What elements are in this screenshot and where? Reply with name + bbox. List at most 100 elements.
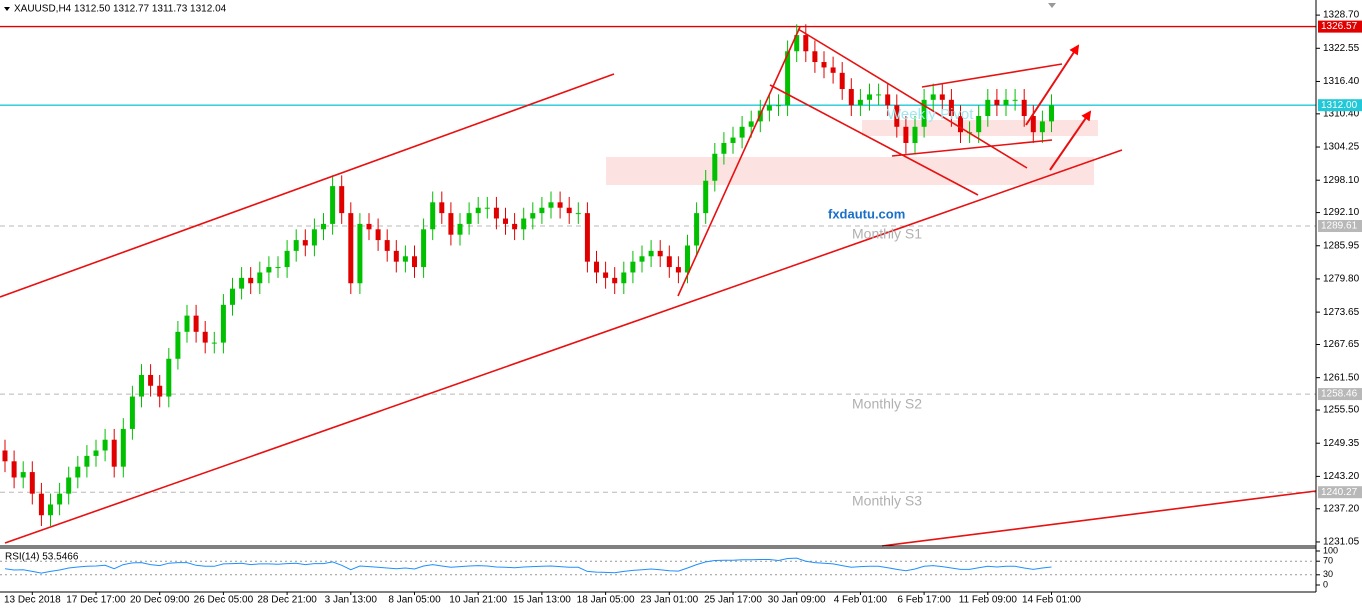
- y-tick-label: 1322.55: [1323, 43, 1360, 54]
- candle-body: [220, 304, 226, 343]
- y-tick-label: 1261.50: [1323, 372, 1360, 383]
- candle-body: [211, 342, 217, 344]
- level-label: 1289.61: [1321, 221, 1358, 232]
- level-tag: [1318, 486, 1362, 499]
- candle-body: [430, 202, 436, 230]
- x-tick-label: 3 Jan 13:00: [325, 595, 378, 606]
- monthly-s2-label: Monthly S2: [852, 396, 922, 412]
- candle-body: [766, 105, 772, 111]
- x-tick-label: 10 Jan 21:00: [449, 595, 507, 606]
- candle-body: [357, 223, 363, 284]
- candle-body: [985, 99, 991, 116]
- candle-body: [785, 51, 791, 106]
- candle-body: [239, 277, 245, 289]
- arrow: [1025, 44, 1080, 126]
- x-tick-label: 6 Feb 17:00: [897, 595, 951, 606]
- y-tick-label: 1255.50: [1323, 405, 1360, 416]
- candle-body: [375, 229, 381, 241]
- candle-body: [948, 99, 954, 116]
- shift-marker: [1048, 3, 1056, 8]
- candle-body: [102, 439, 108, 451]
- candle-body: [293, 240, 299, 251]
- candle-body: [266, 267, 272, 273]
- level-label: 1312.00: [1321, 100, 1358, 111]
- y-tick-label: 1231.05: [1323, 537, 1360, 548]
- candle-body: [748, 121, 754, 127]
- trend-line: [677, 26, 801, 297]
- candle-body: [166, 358, 172, 397]
- y-tick-label: 1285.95: [1323, 240, 1360, 251]
- candle-body: [393, 250, 399, 262]
- symbol-header: XAUUSD,H4 1312.50 1312.77 1311.73 1312.0…: [14, 4, 227, 15]
- level-tag: [1318, 20, 1362, 33]
- candle-body: [712, 153, 718, 181]
- candle-body: [548, 202, 554, 208]
- candle-body: [903, 126, 909, 143]
- candle-body: [557, 202, 563, 208]
- x-tick-label: 25 Jan 17:00: [704, 595, 762, 606]
- candle-body: [794, 35, 800, 52]
- candle-body: [230, 288, 235, 305]
- rsi-tick-label: 100: [1323, 545, 1338, 555]
- candle-body: [330, 186, 336, 224]
- candle-body: [1039, 121, 1045, 133]
- zone: [606, 157, 1094, 185]
- candle-body: [148, 374, 154, 386]
- y-tick-label: 1292.10: [1323, 207, 1360, 218]
- candle-body: [193, 315, 199, 332]
- trend-line: [881, 490, 1317, 547]
- candle-body: [111, 439, 117, 467]
- candle-body: [721, 142, 727, 154]
- candle-body: [803, 35, 809, 52]
- candle-body: [157, 385, 163, 397]
- candle-body: [1012, 99, 1018, 101]
- level-tag: [1318, 388, 1362, 401]
- candle-body: [475, 207, 481, 214]
- candle-body: [848, 89, 854, 106]
- rsi-tick-label: 30: [1323, 569, 1333, 579]
- candle-body: [2, 450, 8, 462]
- candle-body: [11, 461, 17, 478]
- x-tick-label: 17 Dec 17:00: [66, 595, 126, 606]
- candle-body: [175, 331, 181, 359]
- y-tick-label: 1304.25: [1323, 142, 1360, 153]
- candle-body: [584, 213, 590, 262]
- candle-body: [521, 218, 527, 230]
- candle-body: [302, 240, 308, 246]
- candle-body: [439, 202, 445, 214]
- trend-line: [797, 28, 1028, 169]
- y-tick-label: 1298.10: [1323, 175, 1360, 186]
- candle-body: [857, 99, 863, 106]
- candle-body: [894, 105, 900, 127]
- candle-body: [66, 477, 72, 494]
- candle-body: [976, 115, 982, 133]
- rsi-line: [4, 557, 1052, 574]
- x-tick-label: 26 Dec 05:00: [194, 595, 254, 606]
- candle-body: [93, 450, 99, 456]
- candle-body: [75, 466, 81, 478]
- x-tick-label: 18 Jan 05:00: [577, 595, 635, 606]
- candle-body: [885, 94, 891, 106]
- level-label: 1258.46: [1321, 389, 1358, 400]
- candle-body: [1003, 99, 1009, 106]
- y-tick-label: 1249.35: [1323, 438, 1360, 449]
- candle-body: [20, 472, 26, 478]
- candle-body: [939, 94, 945, 100]
- y-tick-label: 1273.65: [1323, 307, 1360, 318]
- candle-body: [493, 207, 499, 219]
- candle-body: [630, 261, 636, 273]
- trend-line: [891, 139, 1053, 157]
- watermark: fxdautu.com: [828, 206, 905, 221]
- candle-body: [348, 213, 354, 284]
- candle-body: [703, 180, 709, 214]
- candle-body: [84, 455, 90, 467]
- level-label: 1240.27: [1321, 487, 1358, 498]
- y-tick-label: 1328.70: [1323, 10, 1360, 21]
- candle-body: [694, 213, 700, 246]
- candle-body: [384, 240, 390, 251]
- candle-body: [539, 207, 545, 214]
- candle-body: [339, 186, 345, 214]
- candle-body: [366, 223, 372, 230]
- candle-body: [1030, 115, 1036, 133]
